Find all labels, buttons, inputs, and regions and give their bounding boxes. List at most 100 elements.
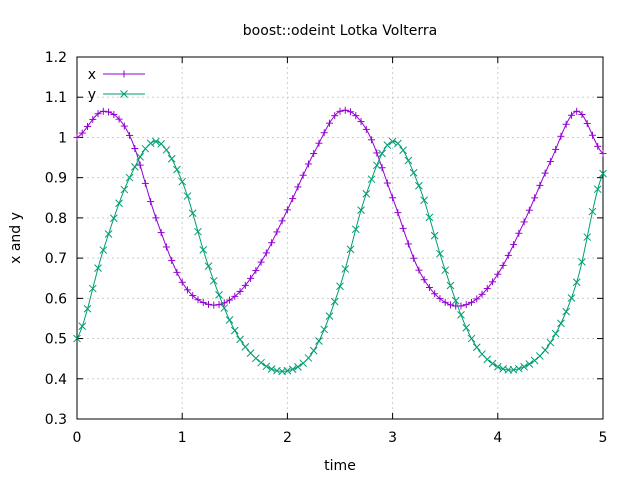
series-point-y: [225, 316, 234, 324]
series-point-x: [315, 139, 323, 147]
series-point-x: [478, 290, 486, 298]
series-point-y: [104, 230, 113, 238]
series-point-x: [446, 301, 454, 309]
x-tick-label: 5: [599, 430, 608, 446]
grid: [77, 57, 603, 419]
series-point-x: [494, 270, 502, 278]
series-point-x: [289, 195, 297, 203]
series-point-y: [283, 366, 292, 375]
series-point-x: [462, 301, 470, 309]
series-point-y: [162, 146, 171, 154]
legend-entry-y: y: [88, 87, 145, 103]
series-point-x: [141, 179, 149, 187]
series-point-x: [126, 131, 134, 139]
series-point-y: [209, 276, 218, 285]
y-tick-label: 0.9: [45, 171, 67, 187]
y-tick-label: 1.1: [45, 90, 67, 106]
x-tick-label: 2: [283, 430, 292, 446]
series-point-x: [73, 133, 81, 141]
series-point-x: [404, 240, 412, 248]
series-point-x: [336, 107, 344, 115]
y-tick-label: 1: [58, 130, 67, 146]
series-point-y: [294, 362, 302, 371]
series-point-y: [136, 153, 144, 161]
series-point-y: [530, 356, 539, 365]
chart-title: boost::odeint Lotka Volterra: [243, 23, 437, 39]
series-point-y: [73, 334, 81, 343]
y-tick-label: 0.6: [45, 291, 67, 307]
x-axis-label: time: [324, 458, 356, 474]
series-point-x: [410, 254, 418, 262]
series-point-y: [557, 319, 565, 328]
series-point-y: [236, 335, 244, 344]
series-line-y: [76, 140, 604, 372]
series-point-y: [514, 364, 523, 373]
series-point-y: [430, 231, 439, 240]
series-point-x: [120, 122, 128, 130]
series-point-y: [304, 354, 313, 362]
series-point-x: [147, 198, 155, 206]
series-point-y: [388, 137, 397, 146]
series-point-x: [383, 179, 391, 187]
series-point-x: [573, 107, 581, 115]
series-point-x: [368, 136, 376, 144]
series-point-y: [88, 284, 97, 293]
series-point-x: [99, 107, 107, 115]
series-point-x: [520, 218, 528, 226]
series-point-y: [551, 329, 560, 338]
series-point-x: [436, 295, 444, 303]
series-point-y: [399, 146, 407, 155]
series-point-y: [109, 214, 118, 223]
series-point-x: [205, 300, 212, 308]
y-tick-label: 0.8: [45, 211, 67, 227]
series-point-y: [472, 343, 481, 352]
legend-marker-y: [120, 90, 128, 98]
series-point-x: [325, 119, 333, 127]
series-point-y: [378, 149, 386, 158]
series-point-y: [220, 304, 229, 312]
series-point-y: [420, 196, 429, 205]
series-point-y: [251, 354, 260, 363]
series-point-x: [252, 267, 260, 275]
series-point-y: [436, 249, 444, 258]
series-point-y: [257, 358, 265, 367]
series-point-y: [241, 343, 250, 351]
series-point-y: [415, 181, 423, 190]
series-point-y: [372, 161, 381, 170]
series-point-y: [572, 278, 581, 287]
series-point-y: [409, 168, 418, 177]
series-point-x: [546, 158, 554, 166]
series-point-x: [89, 115, 97, 123]
y-tick-label: 0.3: [45, 412, 67, 428]
series-point-x: [389, 194, 397, 202]
series-point-x: [531, 194, 539, 202]
plot-frame: [76, 56, 604, 420]
x-tick-label: 0: [73, 430, 82, 446]
series-point-x: [504, 251, 512, 259]
x-tick-label: 1: [178, 430, 187, 446]
series-point-x: [588, 131, 596, 139]
series-point-y: [425, 213, 434, 222]
series-point-y: [309, 346, 318, 355]
series-point-x: [562, 120, 570, 128]
series-point-y: [262, 362, 271, 371]
series-point-x: [136, 161, 144, 169]
series-point-x: [599, 150, 607, 158]
series-point-y: [341, 265, 350, 273]
series-point-x: [441, 298, 449, 306]
legend-entry-x: x: [88, 67, 145, 83]
series-point-x: [178, 278, 186, 286]
series-point-y: [204, 262, 213, 271]
series-point-x: [189, 292, 197, 300]
series-point-x: [320, 129, 328, 137]
series-point-y: [330, 297, 339, 306]
series-point-y: [593, 185, 602, 194]
series-point-x: [157, 229, 165, 237]
series-point-y: [588, 207, 597, 216]
series-point-y: [483, 355, 492, 364]
series-layer: [73, 106, 607, 376]
series-point-x: [468, 298, 475, 306]
series-point-x: [557, 132, 565, 140]
series-point-y: [320, 325, 329, 334]
